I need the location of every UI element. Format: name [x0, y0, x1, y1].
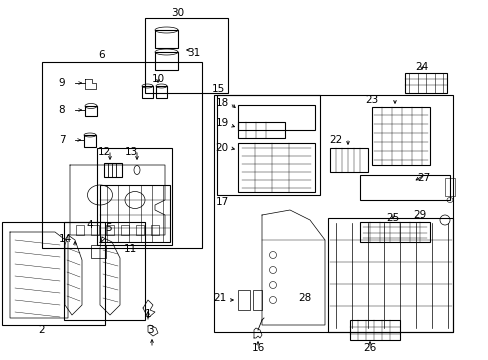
Text: 14: 14 [58, 234, 71, 244]
Text: 6: 6 [99, 50, 105, 60]
Text: 9: 9 [59, 78, 65, 88]
Bar [151, 225, 159, 235]
Bar [359, 175, 449, 200]
Bar [106, 225, 114, 235]
Text: 7: 7 [59, 135, 65, 145]
Text: 25: 25 [386, 213, 399, 223]
Bar [238, 105, 314, 130]
Bar [142, 86, 153, 98]
Text: 27: 27 [417, 173, 430, 183]
Bar [238, 290, 249, 310]
Bar [145, 18, 227, 93]
Bar [371, 107, 429, 165]
Text: 28: 28 [298, 293, 311, 303]
Bar [84, 135, 96, 147]
Text: 4: 4 [86, 220, 93, 230]
Bar [252, 290, 262, 310]
Bar [121, 225, 129, 235]
Bar [97, 148, 172, 245]
Bar [217, 95, 319, 195]
Text: 10: 10 [151, 74, 164, 84]
Text: 23: 23 [365, 95, 378, 105]
Bar [104, 163, 122, 177]
Bar [136, 225, 143, 235]
Bar [85, 106, 97, 116]
Bar [42, 62, 202, 248]
Bar [64, 222, 145, 320]
Text: 30: 30 [171, 8, 184, 18]
Text: 18: 18 [215, 98, 228, 108]
Bar [155, 52, 178, 70]
Text: 16: 16 [251, 343, 264, 353]
Text: 1: 1 [144, 309, 151, 319]
Text: 3: 3 [146, 325, 153, 335]
Bar [2, 222, 105, 325]
Text: 17: 17 [215, 197, 228, 207]
Text: 20: 20 [215, 143, 228, 153]
Bar [359, 222, 429, 242]
Text: 19: 19 [215, 118, 228, 128]
Text: 21: 21 [213, 293, 226, 303]
Bar [91, 225, 99, 235]
Text: 13: 13 [124, 147, 137, 157]
Bar [327, 218, 452, 332]
Text: 12: 12 [97, 147, 110, 157]
Bar [155, 30, 178, 48]
Text: 31: 31 [187, 48, 200, 58]
Text: 2: 2 [39, 325, 45, 335]
Text: 11: 11 [123, 244, 136, 254]
Bar [156, 86, 167, 98]
Bar [238, 122, 285, 138]
Bar [214, 95, 452, 332]
Text: 5: 5 [105, 223, 112, 233]
Bar [100, 185, 170, 242]
Text: 26: 26 [363, 343, 376, 353]
Bar [404, 73, 446, 93]
Bar [76, 225, 84, 235]
Text: 22: 22 [329, 135, 342, 145]
Bar [238, 143, 314, 192]
Bar [91, 245, 106, 258]
Bar [349, 320, 399, 340]
Text: 15: 15 [211, 84, 224, 94]
Bar [329, 148, 367, 172]
Text: 8: 8 [59, 105, 65, 115]
Text: 29: 29 [412, 210, 426, 220]
Bar [444, 178, 454, 196]
Text: 24: 24 [414, 62, 428, 72]
